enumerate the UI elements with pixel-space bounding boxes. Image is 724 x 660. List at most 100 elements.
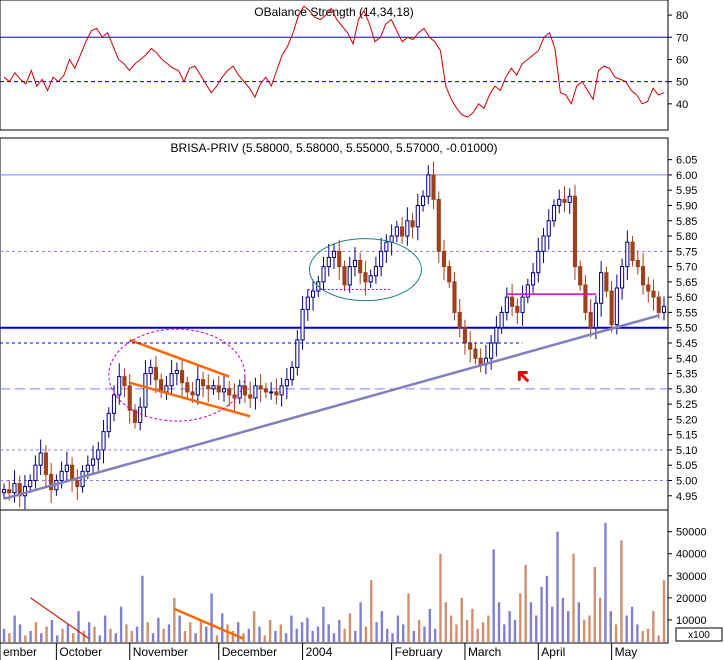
price-candle [117,363,122,405]
volume-bar [61,628,64,642]
volume-bar [566,611,570,642]
price-candle [33,455,38,489]
volume-bar [236,622,240,642]
price-candle [604,266,609,298]
volume-bar [375,622,378,642]
volume-bar [630,606,634,642]
price-candle [122,368,127,398]
volume-bar [295,628,298,642]
price-candle [321,256,326,290]
volume-bar [465,619,469,642]
volume-tick-label: 50000 [676,527,707,539]
volume-bar [529,602,533,642]
price-candle [269,382,274,400]
volume-y-axis: 10000 20000 30000 40000 50000 [668,527,707,627]
price-candle [609,281,614,333]
x-tick-label: April [541,645,565,659]
volume-bar [641,630,644,642]
price-tick-label: 5.35 [676,369,697,381]
price-candle [148,359,153,386]
price-tick-label: 6.05 [676,155,697,167]
price-candle [630,236,635,267]
volume-bar [423,626,426,642]
price-tick-label: 5.40 [676,353,697,365]
price-candle [1,483,7,499]
price-tick-label: 5.15 [676,430,697,442]
volume-bar [338,619,341,642]
x-tick-label: ember [3,645,37,659]
volume-bar [444,602,447,642]
price-candle [489,335,494,370]
volume-trend-line [173,607,245,640]
indicator-tick-label: 50 [676,77,688,89]
volume-bar [290,615,293,642]
price-candle [305,289,310,321]
price-candle [331,243,337,270]
volume-bar [652,611,655,642]
indicator-title: OBalance Strength (14,34,18) [254,5,413,19]
volume-bar [503,624,506,642]
volume-bar [13,615,16,642]
price-candle [221,375,227,402]
price-candle [599,261,604,317]
volume-unit-box [675,627,723,642]
volume-trend-line [30,597,90,640]
flag-lower-line [129,381,251,418]
price-candle [132,404,138,429]
price-candle [216,375,221,400]
volume-bar [471,608,474,642]
price-candle [279,377,284,407]
volume-bar [306,617,309,642]
volume-bar [545,575,549,642]
price-candle [557,189,562,214]
volume-bar [119,606,123,642]
volume-bar [476,628,479,642]
price-candle [562,185,567,213]
volume-bar [82,630,86,642]
volume-unit-label: x100 [688,630,710,641]
volume-bar [66,624,70,642]
volume-bar [657,635,660,642]
price-candle [211,379,216,395]
price-candle [347,256,352,293]
volume-bar [497,602,501,642]
price-tick-label: 5.65 [676,277,697,289]
volume-bar [178,615,181,642]
price-candle [258,374,263,403]
volume-bar [173,597,176,642]
volume-bar [614,624,618,642]
x-tick-label: November [133,645,188,659]
price-candle [572,184,578,281]
volume-bar [582,619,586,642]
volume-bar [348,613,352,642]
volume-bar [417,619,421,642]
price-candle [473,342,478,365]
volume-bar [508,611,511,642]
volume-bar [386,628,389,642]
price-tick-label: 5.95 [676,185,697,197]
price-title: BRISA-PRIV (5.58000, 5.58000, 5.55000, 5… [171,141,498,155]
indicator-panel [0,0,669,131]
volume-bar [364,626,368,642]
price-candle [143,360,148,417]
volume-bar [93,626,96,642]
price-candle [253,377,258,410]
price-candle [640,253,646,295]
price-candle [410,212,415,239]
price-candle [352,247,358,277]
price-tick-label: 5.85 [676,216,697,228]
volume-bar [231,630,235,642]
price-candle [420,190,426,212]
x-tick-label: March [468,645,501,659]
price-tick-label: 5.45 [676,338,697,350]
price-candle [394,220,399,243]
price-candle [447,260,452,288]
volume-bar [487,615,490,642]
price-candle [520,285,525,326]
volume-bar [194,633,197,642]
volume-bar [205,626,208,642]
volume-bar [167,624,171,642]
price-candle [174,362,179,386]
volume-bar [604,522,607,642]
price-candle [342,260,347,292]
